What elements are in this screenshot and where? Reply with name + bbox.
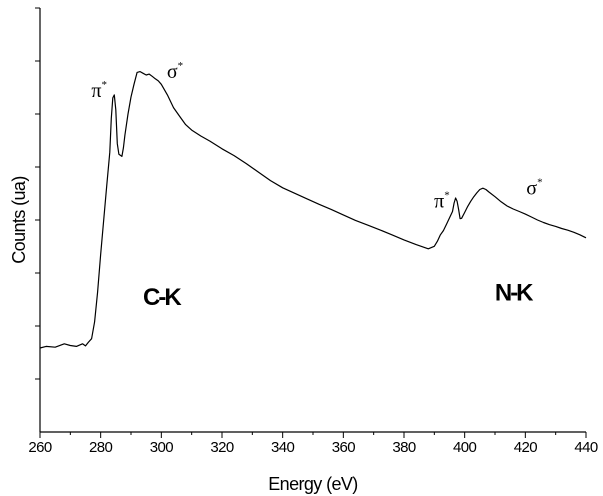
annotations: C-K N-K π* σ* π* σ* bbox=[91, 60, 542, 311]
x-tick-label: 360 bbox=[332, 439, 355, 456]
x-tick-label: 380 bbox=[392, 439, 415, 456]
x-tick-label: 260 bbox=[28, 439, 51, 456]
x-tick-label: 280 bbox=[89, 439, 112, 456]
x-axis-title: Energy (eV) bbox=[268, 474, 357, 494]
x-tick-label: 320 bbox=[210, 439, 233, 456]
x-tick-label: 440 bbox=[574, 439, 597, 456]
edge-label: N-K bbox=[495, 280, 534, 307]
axes bbox=[39, 8, 586, 433]
peak-label: σ* bbox=[167, 60, 183, 83]
peak-label: σ* bbox=[526, 177, 542, 200]
edge-label: C-K bbox=[143, 284, 182, 311]
x-tick-label: 300 bbox=[150, 439, 173, 456]
tick-marks bbox=[35, 7, 587, 438]
series-group bbox=[39, 71, 587, 349]
spectrum-line bbox=[39, 71, 587, 349]
peak-label: π* bbox=[434, 189, 450, 212]
x-tick-label: 400 bbox=[453, 439, 476, 456]
x-tick-labels: 260 280 300 320 340 360 380 400 420 440 bbox=[28, 439, 598, 456]
y-axis-title: Counts (ua) bbox=[9, 176, 29, 263]
x-tick-label: 420 bbox=[514, 439, 537, 456]
peak-label: π* bbox=[91, 79, 107, 102]
x-tick-label: 340 bbox=[271, 439, 294, 456]
